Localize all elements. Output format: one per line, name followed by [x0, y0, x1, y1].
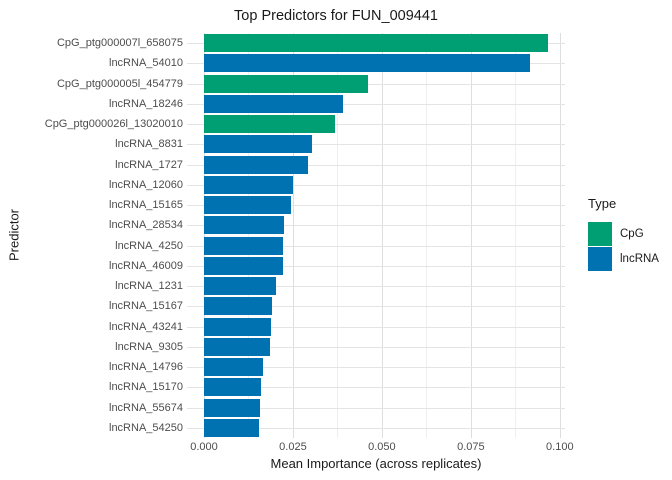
- bar-lncRNA_15170: [204, 378, 261, 396]
- y-tick-label: lncRNA_1727: [115, 159, 183, 171]
- x-tick-label: 0.075: [457, 441, 485, 453]
- bar-CpG_ptg000007l_658075: [204, 34, 548, 52]
- legend-swatch: [588, 222, 612, 246]
- bar-lncRNA_46009: [204, 257, 283, 275]
- row-gridline: [187, 185, 565, 186]
- y-tick-label: lncRNA_43241: [109, 321, 183, 333]
- row-gridline: [187, 124, 565, 125]
- bar-lncRNA_43241: [204, 318, 271, 336]
- bar-lncRNA_12060: [204, 176, 293, 194]
- bar-CpG_ptg000005l_454779: [204, 75, 368, 93]
- major-gridline: [204, 33, 205, 438]
- row-gridline: [187, 225, 565, 226]
- y-axis-tick-labels: CpG_ptg000007l_658075 lncRNA_54010 CpG_ptg…: [0, 33, 183, 438]
- y-tick-label: lncRNA_46009: [109, 260, 183, 272]
- major-gridline: [559, 33, 561, 438]
- legend-title: Type: [588, 196, 617, 211]
- y-tick-label: lncRNA_15167: [109, 300, 183, 312]
- row-gridline: [187, 347, 565, 348]
- bar-lncRNA_54250: [204, 419, 259, 437]
- y-tick-label: lncRNA_55674: [109, 402, 183, 414]
- y-tick-label: CpG_ptg000026l_13020010: [44, 118, 183, 130]
- minor-gridline: [248, 33, 250, 438]
- minor-gridline: [515, 33, 517, 438]
- bar-lncRNA_9305: [204, 338, 270, 356]
- bar-lncRNA_14796: [204, 358, 263, 376]
- bar-lncRNA_1727: [204, 156, 308, 174]
- row-gridline: [187, 84, 565, 85]
- y-tick-label: lncRNA_14796: [109, 361, 183, 373]
- legend-key-CpG: CpG: [588, 222, 659, 246]
- chart-title: Top Predictors for FUN_009441: [234, 8, 438, 24]
- row-gridline: [187, 306, 565, 307]
- legend-label: CpG: [620, 228, 644, 240]
- row-gridline: [187, 205, 565, 206]
- major-gridline: [470, 33, 472, 438]
- y-tick-label: lncRNA_15170: [109, 381, 183, 393]
- major-gridline: [292, 33, 294, 438]
- row-gridline: [187, 104, 565, 105]
- y-tick-label: CpG_ptg000005l_454779: [56, 78, 183, 90]
- x-tick-label: 0.025: [279, 441, 307, 453]
- y-tick-label: lncRNA_18246: [109, 98, 183, 110]
- bar-CpG_ptg000026l_13020010: [204, 115, 335, 133]
- row-gridline: [187, 428, 565, 429]
- x-tick-label: 0.100: [546, 441, 574, 453]
- bar-lncRNA_54010: [204, 54, 530, 72]
- legend-label: lncRNA: [620, 253, 659, 265]
- y-tick-label: lncRNA_8831: [115, 138, 183, 150]
- plot-panel: [187, 33, 565, 438]
- row-gridline: [187, 367, 565, 368]
- bar-lncRNA_55674: [204, 399, 260, 417]
- row-gridline: [187, 327, 565, 328]
- minor-gridline: [337, 33, 339, 438]
- legend-swatch: [588, 247, 612, 271]
- bar-lncRNA_28534: [204, 216, 284, 234]
- bar-lncRNA_4250: [204, 237, 283, 255]
- major-gridline: [381, 33, 383, 438]
- minor-gridline: [426, 33, 428, 438]
- bar-lncRNA_18246: [204, 95, 343, 113]
- y-tick-label: CpG_ptg000007l_658075: [56, 37, 183, 49]
- row-gridline: [187, 408, 565, 409]
- x-tick-label: 0.050: [368, 441, 396, 453]
- bar-lncRNA_1231: [204, 277, 276, 295]
- row-gridline: [187, 246, 565, 247]
- x-axis-title: Mean Importance (across replicates): [270, 456, 482, 471]
- bar-lncRNA_15165: [204, 196, 291, 214]
- y-tick-label: lncRNA_15165: [109, 199, 183, 211]
- y-tick-label: lncRNA_54250: [109, 422, 183, 434]
- legend-keys: CpG lncRNA: [588, 222, 659, 271]
- y-tick-label: lncRNA_4250: [115, 240, 183, 252]
- bar-lncRNA_8831: [204, 135, 312, 153]
- row-gridline: [187, 165, 565, 166]
- y-tick-label: lncRNA_28534: [109, 219, 183, 231]
- legend-key-lncRNA: lncRNA: [588, 247, 659, 271]
- row-gridline: [187, 387, 565, 388]
- y-tick-label: lncRNA_54010: [109, 57, 183, 69]
- legend: Type CpG lncRNA: [588, 196, 659, 272]
- y-tick-label: lncRNA_9305: [115, 341, 183, 353]
- y-tick-label: lncRNA_1231: [115, 280, 183, 292]
- x-tick-label: 0.000: [190, 441, 218, 453]
- bar-lncRNA_15167: [204, 297, 272, 315]
- row-gridline: [187, 286, 565, 287]
- row-gridline: [187, 144, 565, 145]
- y-tick-label: lncRNA_12060: [109, 179, 183, 191]
- row-gridline: [187, 266, 565, 267]
